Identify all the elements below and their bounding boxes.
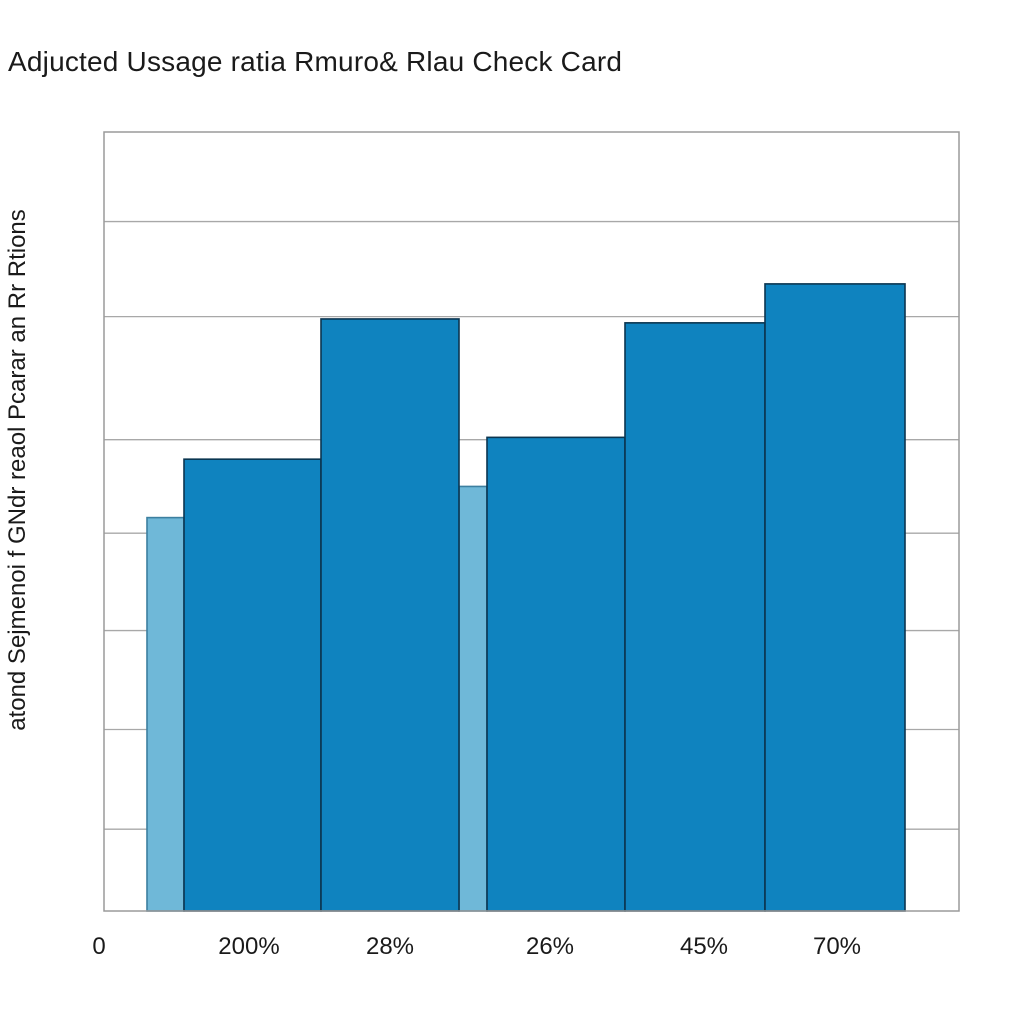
x-tick-label-5: 70% xyxy=(813,933,861,960)
bar-layer xyxy=(146,283,906,912)
x-tick-label-3: 26% xyxy=(526,933,574,960)
light-bar-1 xyxy=(458,485,488,912)
tick-layer: 0 200% 28% 26% 45% 70% xyxy=(92,933,861,960)
bar-0 xyxy=(183,458,322,912)
light-bar-0 xyxy=(146,516,185,912)
x-tick-label-1: 200% xyxy=(218,933,279,960)
x-tick-label-4: 45% xyxy=(680,933,728,960)
x-tick-label-2: 28% xyxy=(366,933,414,960)
bar-1 xyxy=(320,318,460,912)
bar-4 xyxy=(764,283,906,912)
plot-frame xyxy=(103,131,960,912)
bar-2 xyxy=(486,436,626,912)
chart-title: Adjucted Ussage ratia Rmuro& Rlau Check … xyxy=(8,46,623,77)
bar-3 xyxy=(624,322,766,912)
x-tick-label-0: 0 xyxy=(92,933,105,960)
